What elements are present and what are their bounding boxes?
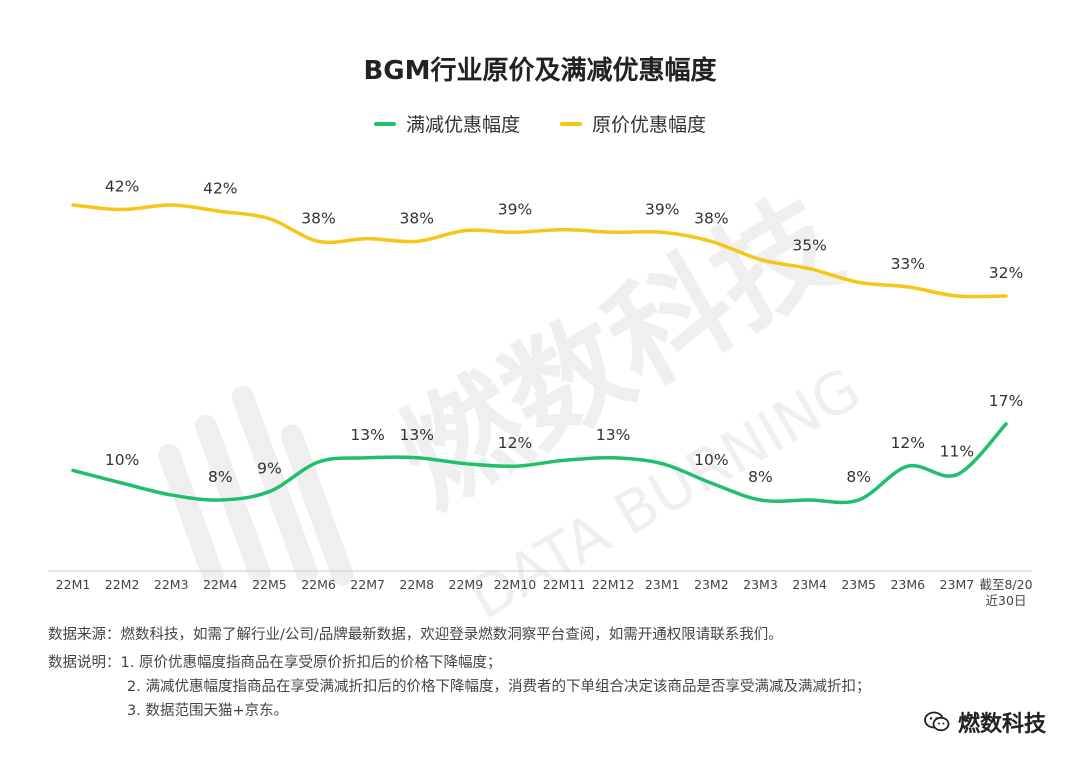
x-tick-label: 23M3 [743, 577, 778, 592]
notes-desc-2: 2. 满减优惠幅度指商品在享受满减折扣后的价格下降幅度，消费者的下单组合决定该商… [127, 679, 871, 695]
data-label: 32% [989, 264, 1023, 282]
series-line-full-reduction [71, 422, 1008, 505]
x-tick-label: 22M2 [105, 577, 140, 592]
data-label: 38% [400, 209, 434, 227]
chart-title: BGM行业原价及满减优惠幅度 [363, 56, 717, 86]
x-tick-label: 22M10 [494, 577, 537, 592]
series-line-original-price [71, 203, 1008, 299]
legend-swatch-original-price [560, 121, 582, 126]
data-label: 13% [350, 426, 384, 444]
data-label: 42% [105, 178, 139, 196]
data-label: 33% [891, 255, 925, 273]
x-tick-label: 22M5 [252, 577, 287, 592]
data-label: 8% [846, 468, 871, 486]
data-label: 38% [694, 209, 728, 227]
legend-label-original-price: 原价优惠幅度 [592, 114, 707, 136]
data-label: 13% [596, 426, 630, 444]
x-tick-label: 22M4 [203, 577, 238, 592]
legend-item-original-price: 原价优惠幅度 [560, 110, 706, 137]
x-tick-label: 22M7 [350, 577, 385, 592]
data-label: 12% [891, 434, 925, 452]
x-tick-label: 23M7 [940, 577, 975, 592]
data-label: 39% [498, 200, 532, 218]
data-label: 8% [208, 468, 233, 486]
x-tick-label: 22M6 [301, 577, 336, 592]
data-label: 12% [498, 434, 532, 452]
data-label: 10% [105, 451, 139, 469]
x-tick-label: 22M12 [592, 577, 635, 592]
x-tick-label: 23M2 [694, 577, 729, 592]
data-label: 42% [203, 179, 237, 197]
legend-label-full-reduction: 满减优惠幅度 [405, 114, 520, 136]
data-label: 17% [989, 392, 1023, 410]
data-label: 8% [748, 468, 773, 486]
x-tick-label: 22M9 [449, 577, 484, 592]
data-label: 10% [694, 451, 728, 469]
notes-desc-3: 3. 数据范围天猫+京东。 [127, 703, 289, 719]
data-label: 35% [792, 237, 826, 255]
x-tick-label: 23M5 [841, 577, 876, 592]
wechat-icon [924, 711, 950, 732]
legend: 满减优惠幅度 原价优惠幅度 [0, 110, 1080, 137]
notes-source: 数据来源：燃数科技，如需了解行业/公司/品牌最新数据，欢迎登录燃数洞察平台查阅，… [48, 627, 783, 643]
legend-item-full-reduction: 满减优惠幅度 [373, 110, 520, 137]
data-label: 11% [940, 443, 974, 461]
data-label: 38% [301, 209, 335, 227]
x-tick-label: 22M1 [56, 577, 91, 592]
x-tick-label: 23M4 [792, 577, 827, 592]
brand-logo: 燃数科技 [924, 706, 1046, 738]
x-tick-label: 23M6 [890, 577, 925, 592]
x-tick-label: 23M1 [645, 577, 680, 592]
x-tick-label: 截至8/20 近30日 [979, 577, 1032, 608]
data-label: 9% [257, 460, 282, 478]
brand-logo-text: 燃数科技 [957, 712, 1046, 737]
x-tick-label: 22M11 [543, 577, 586, 592]
notes-desc-1: 数据说明：1. 原价优惠幅度指商品在享受原价折扣后的价格下降幅度； [48, 655, 502, 671]
data-label: 39% [645, 200, 679, 218]
x-tick-label: 22M3 [154, 577, 189, 592]
x-tick-label: 22M8 [399, 577, 434, 592]
legend-swatch-full-reduction [373, 121, 396, 126]
data-label: 13% [400, 426, 434, 444]
